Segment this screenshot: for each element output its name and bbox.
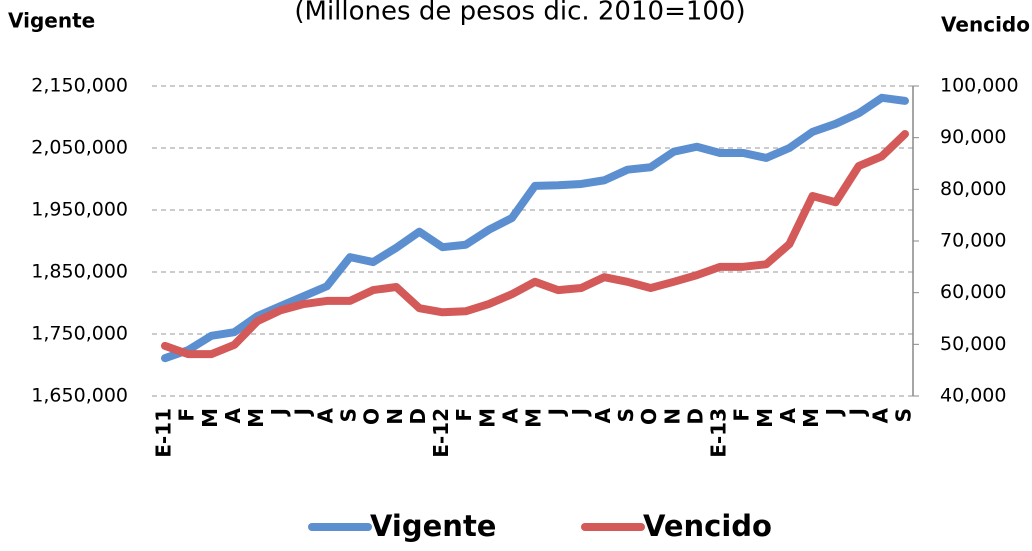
x-tick-label: A [313, 407, 337, 423]
y2-tick-label: 60,000 [940, 281, 1006, 303]
x-tick-label: M [522, 408, 546, 428]
x-tick-label: A [868, 407, 892, 423]
y-tick-label: 2,150,000 [31, 75, 128, 97]
y2-tick-label: 50,000 [940, 333, 1006, 355]
x-tick-label: J [822, 408, 846, 417]
x-tick-label: S [337, 408, 361, 422]
line-series [161, 130, 909, 359]
x-tick-label: M [753, 408, 777, 428]
x-tick-label: O [637, 408, 661, 425]
x-tick-label: F [730, 408, 754, 422]
chart-subtitle: (Millones de pesos dic. 2010=100) [294, 0, 745, 27]
y-tick-label: 1,750,000 [31, 323, 128, 345]
y-tick-label: 1,950,000 [31, 199, 128, 221]
x-tick-label: M [244, 408, 268, 428]
line-series [161, 93, 909, 363]
x-tick-label: A [776, 407, 800, 423]
x-tick-label: S [892, 408, 916, 422]
y2-tick-label: 70,000 [940, 230, 1006, 252]
x-tick-label: M [198, 408, 222, 428]
x-tick-label: S [614, 408, 638, 422]
x-tick-label: J [290, 408, 314, 417]
legend-label: Vigente [370, 509, 496, 543]
y2-tick-label: 40,000 [940, 385, 1006, 407]
x-tick-label: J [267, 408, 291, 417]
x-tick-label: M [799, 408, 823, 428]
x-tick-label: M [475, 408, 499, 428]
x-tick-label: E-12 [429, 408, 453, 458]
x-tick-label: J [568, 408, 592, 417]
x-tick-label: E-11 [152, 408, 176, 458]
x-tick-label: N [660, 408, 684, 425]
y-axis-title: Vigente [8, 9, 95, 33]
y-tick-label: 1,850,000 [31, 261, 128, 283]
y2-tick-label: 80,000 [940, 178, 1006, 200]
x-tick-label: F [452, 408, 476, 422]
x-tick-label: A [591, 407, 615, 423]
legend-label: Vencido [643, 509, 772, 543]
x-tick-label: D [406, 408, 430, 425]
y-tick-label: 1,650,000 [31, 385, 128, 407]
x-tick-label: A [221, 407, 245, 423]
y2-tick-label: 100,000 [940, 75, 1019, 97]
x-tick-label: N [383, 408, 407, 425]
x-tick-label: D [683, 408, 707, 425]
x-tick-label: F [175, 408, 199, 422]
x-tick-label: A [498, 407, 522, 423]
x-tick-label: O [360, 408, 384, 425]
x-tick-label: J [845, 408, 869, 417]
y-tick-label: 2,050,000 [31, 137, 128, 159]
y2-tick-label: 90,000 [940, 126, 1006, 148]
x-tick-label: J [545, 408, 569, 417]
y2-axis-title: Vencido [941, 13, 1030, 37]
x-tick-label: E-13 [707, 408, 731, 458]
